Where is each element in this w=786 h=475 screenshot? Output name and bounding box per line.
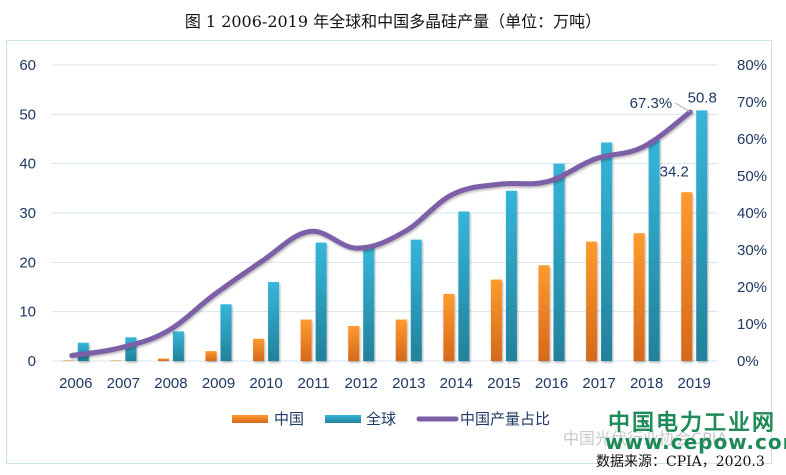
bar-china [681, 192, 693, 361]
bar-global [648, 139, 660, 361]
bar-china [443, 293, 455, 361]
y-right-tick-label: 80% [737, 57, 767, 74]
bar-china [157, 358, 169, 361]
x-tick-label: 2015 [487, 375, 520, 392]
y-left-tick-label: 60 [19, 57, 36, 74]
y-right-tick-label: 0% [737, 353, 759, 370]
x-tick-label: 2013 [392, 375, 425, 392]
bar-china [348, 325, 360, 361]
y-right-tick-label: 50% [737, 168, 767, 185]
bar-global [505, 190, 517, 361]
source-note: 数据来源：CPIA，2020.3 [596, 454, 765, 470]
x-tick-label: 2007 [107, 375, 140, 392]
y-right-tick-label: 40% [737, 205, 767, 222]
bar-global [696, 110, 708, 362]
legend: 中国 全球 中国产量占比 [232, 410, 550, 428]
bar-china [538, 265, 550, 361]
bars [62, 110, 708, 362]
share-line [69, 109, 693, 358]
y-right-tick-label: 20% [737, 279, 767, 296]
bar-china [300, 319, 312, 361]
x-tick-label: 2011 [298, 375, 330, 392]
bar-global [172, 331, 184, 361]
bar-global [601, 142, 613, 361]
legend-swatch-china [232, 415, 268, 423]
x-tick-label: 2008 [154, 375, 187, 392]
legend-swatch-global [325, 415, 361, 423]
bar-global [268, 282, 280, 361]
bar-global [125, 337, 137, 361]
bar-global [410, 239, 422, 361]
bar-global [363, 245, 375, 361]
data-label-share-2019: 67.3% [630, 95, 673, 112]
bar-china [490, 279, 502, 361]
bar-china [205, 351, 217, 361]
x-tick-label: 2010 [249, 375, 282, 392]
x-tick-label: 2017 [582, 375, 615, 392]
data-labels: 50.8 34.2 67.3% [630, 89, 717, 180]
bar-china [633, 233, 645, 361]
y-left-tick-label: 40 [19, 156, 36, 173]
y-left-tick-label: 20 [19, 254, 36, 271]
bar-global [220, 304, 232, 361]
x-tick-label: 2018 [630, 375, 663, 392]
x-tick-label: 2014 [440, 375, 473, 392]
legend-label-share: 中国产量占比 [460, 410, 550, 428]
y-axis-left: 0 10 20 30 40 50 60 [19, 57, 36, 370]
y-right-tick-label: 60% [737, 131, 767, 148]
x-tick-label: 2012 [345, 375, 378, 392]
legend-label-china: 中国 [274, 410, 304, 428]
x-axis: 2006 2007 2008 2009 2010 2011 2012 2013 2014 2015… [59, 375, 711, 392]
y-left-tick-label: 10 [19, 304, 36, 321]
x-tick-label: 2016 [535, 375, 568, 392]
y-left-tick-label: 30 [19, 205, 36, 222]
bar-global [458, 211, 470, 361]
legend-label-global: 全球 [366, 410, 396, 428]
y-left-tick-label: 50 [19, 106, 36, 123]
bar-china [253, 338, 265, 361]
x-tick-label: 2009 [202, 375, 235, 392]
y-right-tick-label: 10% [737, 316, 767, 333]
y-right-tick-label: 70% [737, 94, 767, 111]
line-china-share [69, 109, 693, 358]
y-left-tick-label: 0 [28, 353, 36, 370]
data-label-china-2019: 34.2 [660, 163, 689, 180]
bar-china [586, 241, 598, 361]
bar-global [315, 242, 327, 361]
chart-title: 图 1 2006-2019 年全球和中国多晶硅产量（单位：万吨） [184, 12, 602, 31]
brand-name: 中国电力工业网 [608, 411, 777, 436]
brand-url: www.cepow.com [605, 430, 786, 454]
x-tick-label: 2019 [678, 375, 711, 392]
bar-china [395, 319, 407, 361]
chart-frame [6, 40, 772, 464]
bar-global [553, 163, 565, 361]
data-label-global-2019: 50.8 [688, 89, 717, 106]
watermark: 中国光伏行业协会CPIA [563, 429, 728, 448]
x-tick-label: 2006 [59, 375, 92, 392]
leader-line [674, 102, 691, 113]
gridlines [52, 64, 718, 362]
y-axis-right: 0% 10% 20% 30% 40% 50% 60% 70% 80% [737, 57, 767, 370]
y-right-tick-label: 30% [737, 242, 767, 259]
